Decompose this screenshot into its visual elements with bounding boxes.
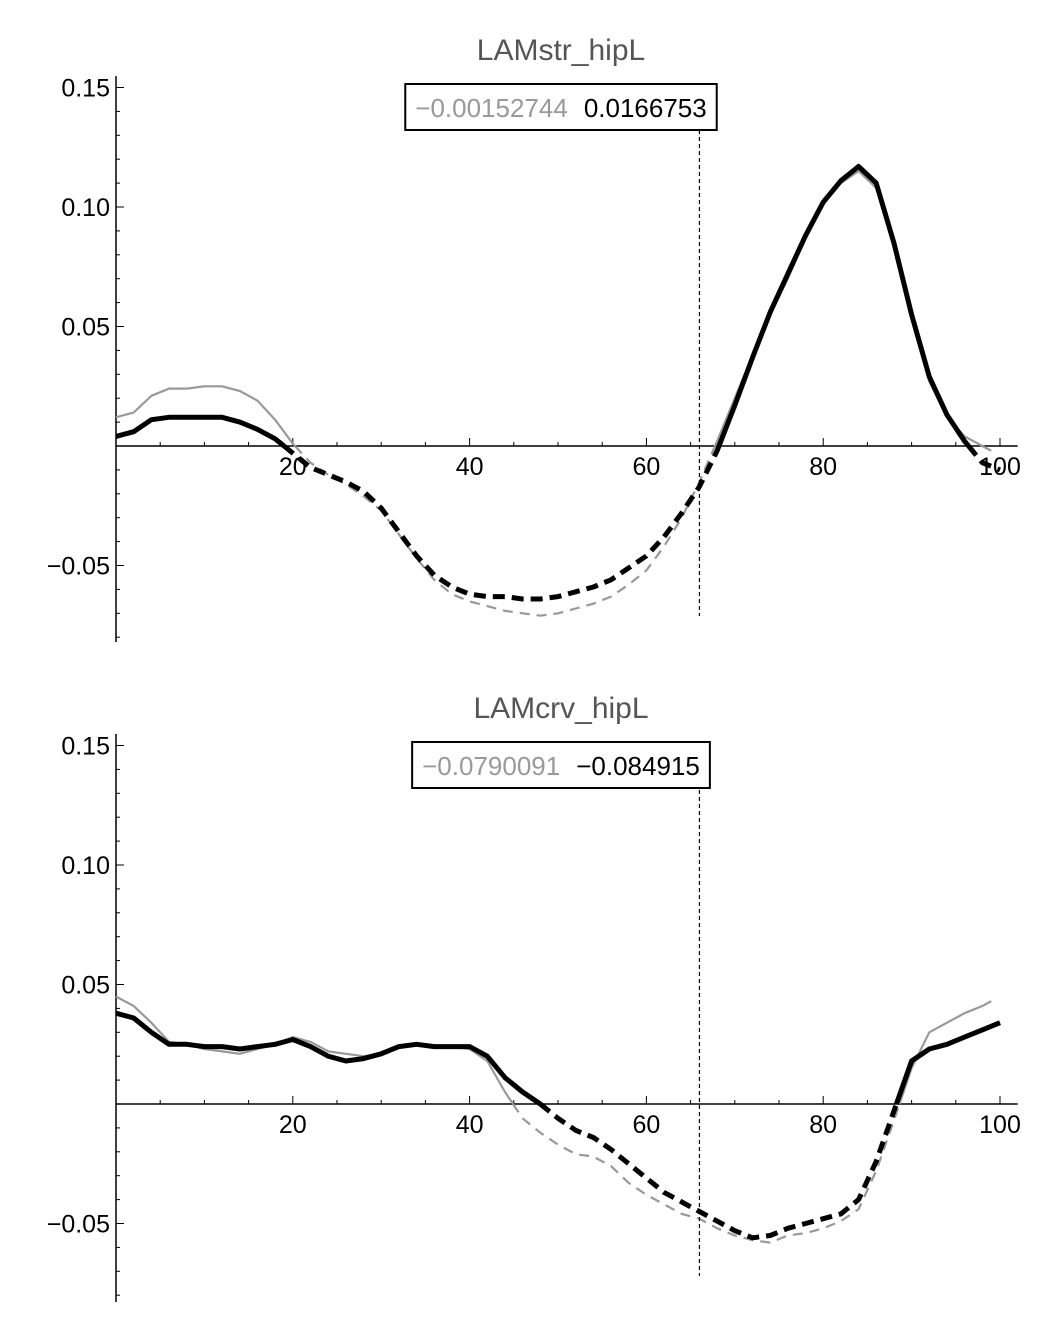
value-box-frame <box>411 741 711 789</box>
series-gray-dashed-segment <box>512 1103 901 1244</box>
x-tick-label: 80 <box>809 1111 837 1139</box>
x-tick-label: 20 <box>279 1111 307 1139</box>
series-black-solid-segment <box>716 163 971 448</box>
y-tick-label: 0.15 <box>61 75 110 103</box>
chart-title: LAMcrv_hipL <box>473 692 648 725</box>
x-tick-label: 40 <box>456 453 484 481</box>
x-tick-label: 20 <box>279 453 307 481</box>
y-tick-label: 0.10 <box>61 194 110 222</box>
series-gray-solid-segment <box>898 1000 992 1105</box>
x-tick-label: 80 <box>809 453 837 481</box>
value-box-gray-value: −0.00152744 <box>415 93 568 123</box>
y-tick-label: 0.05 <box>61 314 110 342</box>
chart-title: LAMstr_hipL <box>477 34 645 67</box>
series-gray-solid-segment <box>115 385 296 447</box>
value-box: −0.00152744 0.0166753 <box>404 83 718 131</box>
x-tick-label: 100 <box>979 1111 1021 1139</box>
y-tick-label: 0.15 <box>61 733 110 761</box>
value-box-gray-value: −0.0790091 <box>422 751 560 781</box>
series-black-dashed-segment <box>282 444 722 602</box>
x-tick-label: 100 <box>979 453 1021 481</box>
y-tick-label: −0.05 <box>47 553 110 581</box>
series-gray-dashed-segment <box>294 445 717 617</box>
value-box-frame <box>404 83 718 131</box>
y-tick-label: −0.05 <box>47 1211 110 1239</box>
x-tick-label: 60 <box>632 453 660 481</box>
x-tick-label: 60 <box>632 1111 660 1139</box>
series-black-solid-segment <box>115 1010 542 1107</box>
series-black-dashed-segment <box>966 444 1001 473</box>
x-tick-label: 40 <box>456 1111 484 1139</box>
chart-lamcrv-hipl: LAMcrv_hipL 0.15 0.10 0.05 −0.05 20 40 60 80 100 −… <box>47 692 1021 1302</box>
series-black-dashed-segment <box>538 1102 899 1241</box>
series-gray-dashed-segment <box>981 445 992 452</box>
value-box: −0.0790091 −0.084915 <box>411 741 711 789</box>
chart-lamstr-hipl: LAMstr_hipL 0.15 0.10 0.05 −0.05 20 40 60 80 100 −… <box>47 34 1021 642</box>
series-black-solid-segment <box>894 1020 1001 1105</box>
value-box-black-value: −0.084915 <box>576 751 700 781</box>
series-black-solid-segment <box>115 414 286 448</box>
y-tick-label: 0.05 <box>61 972 110 1000</box>
y-tick-label: 0.10 <box>61 852 110 880</box>
value-box-black-value: 0.0166753 <box>584 93 707 123</box>
